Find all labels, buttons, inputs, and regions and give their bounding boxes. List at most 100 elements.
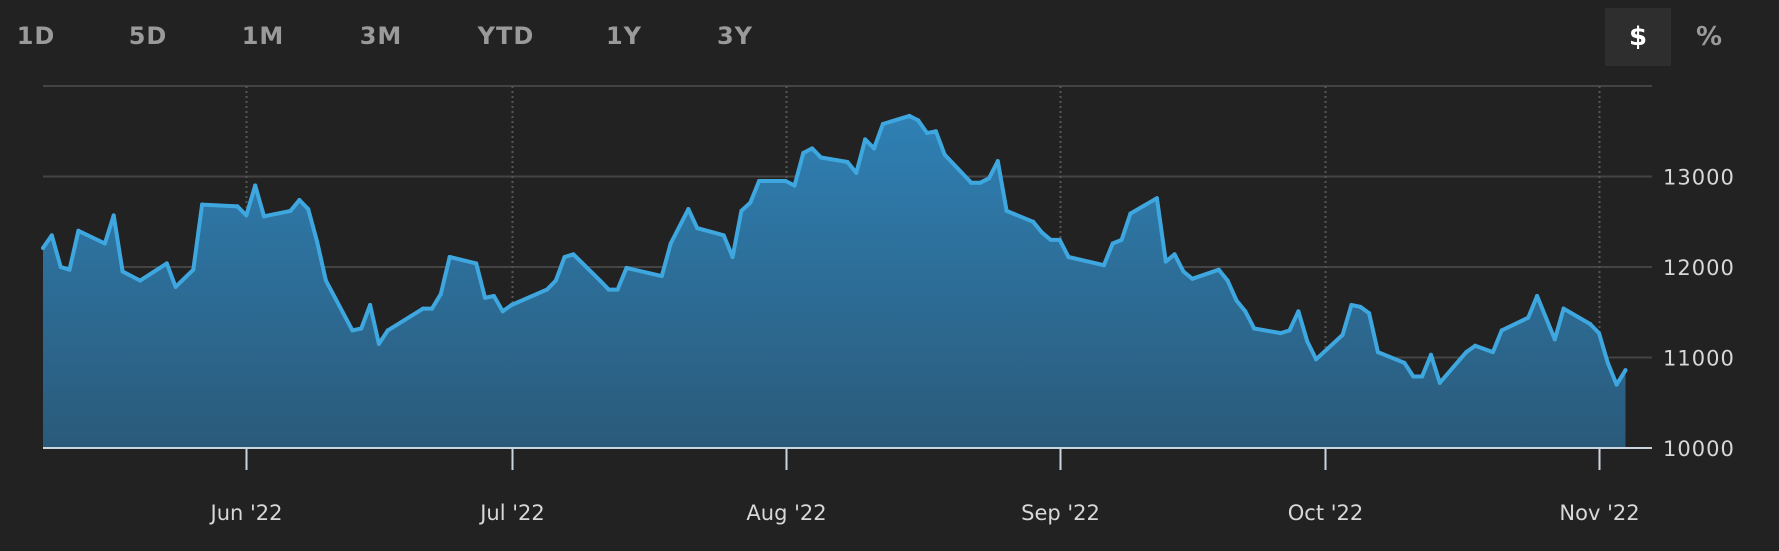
data-point <box>1605 360 1610 365</box>
data-point <box>695 226 700 231</box>
data-point <box>120 269 125 274</box>
data-point <box>730 255 735 260</box>
data-point <box>1243 309 1248 314</box>
data-point <box>748 200 753 205</box>
data-point <box>102 241 107 246</box>
data-point <box>1375 350 1380 355</box>
data-point <box>1490 350 1495 355</box>
x-tick-label: Oct '22 <box>1288 501 1363 525</box>
data-point <box>297 198 302 203</box>
data-point <box>1287 328 1292 333</box>
data-point <box>978 180 983 185</box>
data-point <box>1473 343 1478 348</box>
data-point <box>1411 374 1416 379</box>
data-point <box>562 255 567 260</box>
data-point <box>1190 276 1195 281</box>
data-point <box>1358 304 1363 309</box>
range-button-5d[interactable]: 5D <box>128 22 168 50</box>
data-point <box>686 207 691 212</box>
data-point <box>916 118 921 123</box>
data-point <box>1216 267 1221 272</box>
data-point <box>350 328 355 333</box>
dollar-toggle-button[interactable]: $ <box>1605 8 1671 66</box>
data-point <box>262 214 267 219</box>
data-point <box>200 202 205 207</box>
data-point <box>863 137 868 142</box>
y-tick-label: 13000 <box>1663 166 1735 190</box>
data-point <box>571 252 576 257</box>
data-point <box>1623 368 1628 373</box>
data-point <box>1535 293 1540 298</box>
x-tick-label: Jul '22 <box>478 501 545 525</box>
x-tick-label: Jun '22 <box>209 501 283 525</box>
data-point <box>191 267 196 272</box>
x-tick-label: Sep '22 <box>1021 501 1100 525</box>
data-point <box>385 328 390 333</box>
data-point <box>253 183 258 188</box>
range-button-3m[interactable]: 3M <box>359 22 403 50</box>
data-point <box>801 150 806 155</box>
data-point <box>659 274 664 279</box>
data-point <box>925 131 930 136</box>
y-tick-label: 11000 <box>1663 347 1735 371</box>
range-button-1m[interactable]: 1M <box>241 22 285 50</box>
data-point <box>306 207 311 212</box>
data-point <box>500 309 505 314</box>
data-point <box>721 233 726 238</box>
data-point <box>323 278 328 283</box>
data-point <box>668 241 673 246</box>
data-point <box>986 176 991 181</box>
data-point <box>1367 311 1372 316</box>
data-point <box>1128 211 1133 216</box>
data-point <box>1305 339 1310 344</box>
range-button-1d[interactable]: 1D <box>16 22 56 50</box>
data-point <box>1066 255 1071 260</box>
data-point <box>615 287 620 292</box>
data-point <box>67 267 72 272</box>
data-point <box>606 287 611 292</box>
data-point <box>1154 196 1159 201</box>
data-point <box>1181 269 1186 274</box>
data-point <box>1349 303 1354 308</box>
x-tick-label: Nov '22 <box>1559 501 1639 525</box>
percent-toggle-button[interactable]: % <box>1695 22 1723 52</box>
data-point <box>421 306 426 311</box>
data-point <box>1004 208 1009 213</box>
data-point <box>739 208 744 213</box>
data-point <box>1561 306 1566 311</box>
data-point <box>359 326 364 331</box>
data-point <box>1172 252 1177 257</box>
data-point <box>244 213 249 218</box>
data-point <box>969 180 974 185</box>
data-point <box>872 146 877 151</box>
range-button-3y[interactable]: 3Y <box>716 22 754 50</box>
data-point <box>1464 350 1469 355</box>
data-point <box>783 179 788 184</box>
data-point <box>474 261 479 266</box>
data-point <box>624 265 629 270</box>
range-button-ytd[interactable]: YTD <box>477 22 535 50</box>
data-point <box>1048 237 1053 242</box>
data-point <box>491 293 496 298</box>
data-point <box>1428 352 1433 357</box>
data-point <box>1420 374 1425 379</box>
data-point <box>1252 326 1257 331</box>
data-point <box>447 255 452 260</box>
data-point <box>111 213 116 218</box>
data-point <box>41 245 45 250</box>
data-point <box>164 261 169 266</box>
data-point <box>1039 230 1044 235</box>
data-point <box>845 160 850 165</box>
data-point <box>1402 360 1407 365</box>
data-point <box>1031 219 1036 224</box>
data-point <box>483 295 488 300</box>
data-point <box>597 278 602 283</box>
data-point <box>376 341 381 346</box>
y-tick-label: 10000 <box>1663 437 1735 461</box>
data-point <box>429 306 434 311</box>
data-point <box>1526 315 1531 320</box>
range-button-1y[interactable]: 1Y <box>605 22 643 50</box>
data-point <box>1552 337 1557 342</box>
data-point <box>995 159 1000 164</box>
